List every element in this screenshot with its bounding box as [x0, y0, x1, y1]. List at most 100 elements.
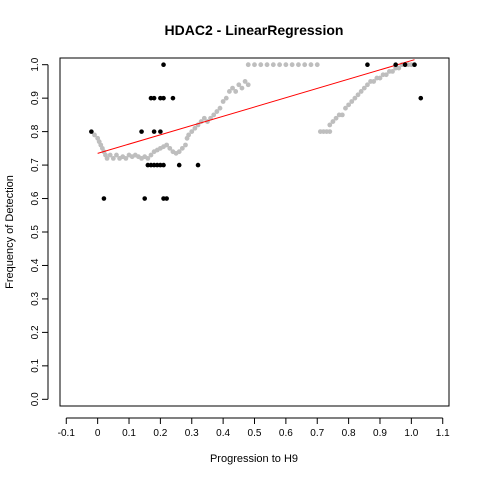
x-tick-label: 0.7	[310, 428, 324, 439]
smoothed-point	[167, 145, 173, 151]
observed-point	[158, 129, 163, 134]
smoothed-point	[214, 109, 220, 114]
smoothed-point	[327, 129, 333, 135]
smoothed-point	[277, 62, 282, 68]
x-tick-label: 0.8	[342, 428, 356, 439]
smoothed-point	[183, 142, 188, 148]
x-tick-label: 0.1	[122, 428, 136, 439]
observed-point	[195, 162, 201, 168]
x-axis: -0.1 0 0.1 0.2 0.3 0.4 0.5 0.6 0.7 0.8 0.9 1.0 1.1	[58, 417, 450, 439]
observed-point	[142, 196, 148, 201]
y-tick-label: 0.3	[30, 292, 41, 306]
smoothed-point	[383, 72, 389, 78]
smoothed-point	[352, 95, 358, 101]
observed-point	[418, 95, 424, 101]
regression-line	[97, 59, 415, 154]
observed-point	[139, 129, 144, 134]
smoothed-point	[355, 92, 361, 98]
x-tick-label: 0.5	[248, 428, 262, 439]
observed-point	[161, 95, 166, 101]
smoothed-point	[107, 152, 113, 158]
smoothed-point	[242, 79, 248, 84]
observed-point	[402, 62, 408, 67]
smoothed-point	[289, 62, 295, 68]
smoothed-point	[245, 62, 251, 68]
x-axis-label: Progression to H9	[210, 453, 298, 465]
y-axis-label: Frequency of Detection	[4, 175, 16, 289]
observed-point	[151, 95, 157, 101]
x-tick-label: 0.6	[279, 428, 293, 439]
smoothed-point	[227, 89, 232, 94]
smoothed-point	[217, 105, 223, 111]
smoothed-point	[179, 145, 185, 151]
observed-point	[89, 129, 94, 134]
y-tick-label: 0.0	[30, 392, 41, 406]
smoothed-point	[223, 95, 229, 101]
smoothed-point	[239, 85, 245, 91]
smoothed-point	[92, 132, 97, 138]
smoothed-point	[264, 62, 270, 68]
smoothed-point	[358, 89, 364, 94]
smoothed-point	[186, 132, 192, 138]
smoothed-point	[314, 62, 320, 68]
chart-title: HDAC2 - LinearRegression	[165, 22, 344, 38]
smoothed-point	[123, 155, 129, 161]
smoothed-point	[211, 112, 217, 118]
smoothed-point	[327, 122, 333, 128]
data-layer	[89, 59, 424, 201]
smoothed-point	[192, 125, 198, 131]
smoothed-point	[258, 62, 264, 68]
smoothed-point	[233, 89, 239, 94]
smoothed-point	[371, 79, 377, 84]
smoothed-point	[333, 115, 339, 121]
x-tick-label: 0	[95, 428, 101, 439]
smoothed-point	[252, 62, 257, 68]
observed-point	[176, 162, 182, 168]
smoothed-point	[230, 85, 235, 91]
y-axis: 0.0 0.1 0.2 0.3 0.4 0.5 0.6 0.7 0.8 0.9 1.0	[30, 57, 49, 406]
y-tick-label: 0.6	[30, 191, 41, 205]
smoothed-point	[189, 129, 195, 135]
y-tick-label: 0.2	[30, 325, 41, 339]
smoothed-point	[339, 112, 345, 118]
smoothed-point	[201, 115, 207, 121]
smoothed-point	[346, 102, 352, 108]
smoothed-point	[343, 105, 348, 111]
plot-frame	[59, 57, 450, 407]
x-tick-label: 0.4	[216, 428, 230, 439]
x-tick-label: 1.1	[436, 428, 450, 439]
smoothed-point	[148, 152, 154, 158]
smoothed-point	[270, 62, 276, 68]
smoothed-point	[365, 82, 370, 88]
smoothed-point	[220, 99, 226, 104]
y-tick-label: 0.4	[30, 258, 41, 272]
smoothed-point	[110, 155, 116, 161]
y-tick-label: 0.5	[30, 225, 41, 239]
y-tick-label: 0.8	[30, 124, 41, 138]
smoothed-point	[330, 119, 336, 124]
smoothed-point	[245, 82, 251, 88]
smoothed-point	[349, 99, 355, 104]
observed-point	[412, 62, 417, 67]
x-tick-label: 0.2	[153, 428, 167, 439]
smoothed-point	[302, 62, 308, 68]
observed-point	[365, 62, 370, 67]
x-tick-label: 0.3	[185, 428, 199, 439]
smoothed-point	[308, 62, 314, 68]
smoothed-point	[390, 68, 395, 74]
observed-point	[161, 162, 166, 168]
observed-point	[170, 95, 176, 101]
x-tick-label: -0.1	[58, 428, 76, 439]
observed-point	[393, 62, 398, 67]
x-tick-label: 0.9	[373, 428, 387, 439]
observed-point	[164, 196, 169, 201]
smoothed-point	[377, 75, 383, 81]
y-tick-label: 0.7	[30, 158, 41, 172]
y-tick-label: 1.0	[30, 57, 41, 71]
smoothed-point	[396, 65, 402, 71]
x-tick-label: 1.0	[404, 428, 418, 439]
smoothed-point	[145, 155, 151, 161]
y-tick-label: 0.9	[30, 91, 41, 105]
observed-point	[101, 196, 107, 201]
